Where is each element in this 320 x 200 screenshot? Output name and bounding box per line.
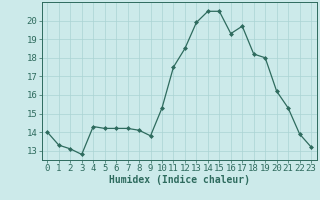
X-axis label: Humidex (Indice chaleur): Humidex (Indice chaleur): [109, 175, 250, 185]
